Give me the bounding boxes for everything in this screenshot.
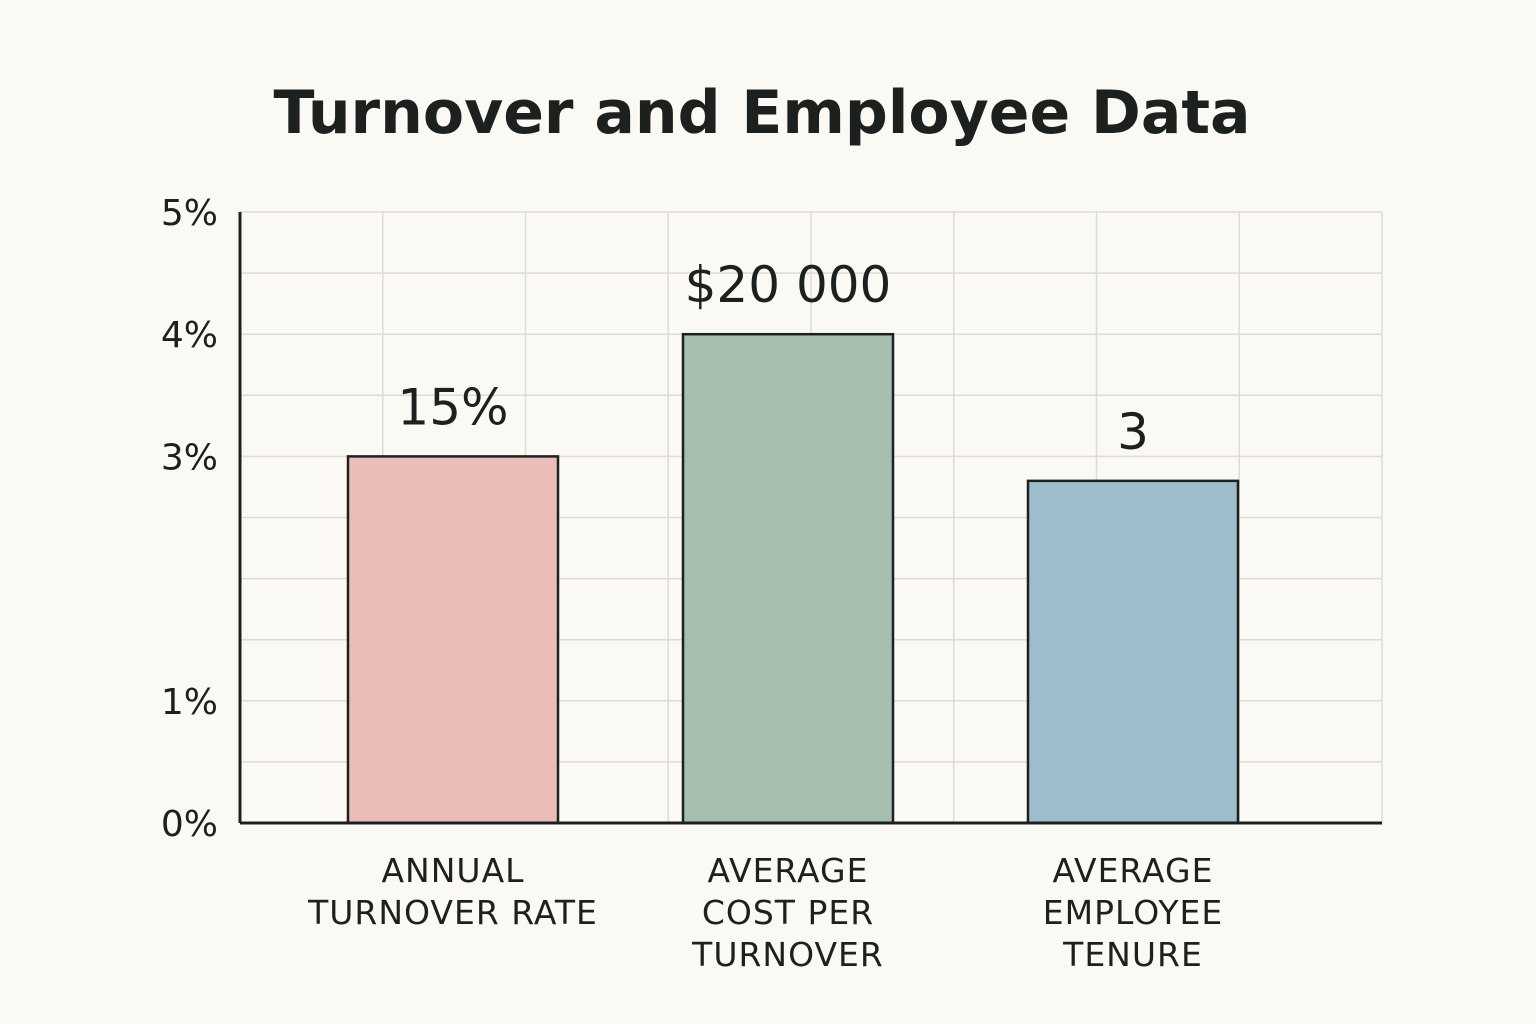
data-label-3: 3 xyxy=(1117,403,1149,461)
y-tick-label: 1% xyxy=(161,682,218,723)
category-label-1: ANNUAL TURNOVER RATE xyxy=(307,851,598,932)
category-label-line: ANNUAL xyxy=(381,851,524,890)
category-label-2: AVERAGE COST PER TURNOVER xyxy=(691,851,884,974)
category-label-line: AVERAGE xyxy=(1053,851,1214,890)
category-label-line: COST PER xyxy=(702,893,874,932)
category-label-line: AVERAGE xyxy=(708,851,869,890)
y-tick-labels: 0% 1% 3% 4% 5% xyxy=(161,193,218,845)
y-tick-label: 3% xyxy=(161,437,218,478)
data-label-1: 15% xyxy=(397,378,508,436)
y-tick-label: 0% xyxy=(161,804,218,845)
bar-3 xyxy=(1026,479,1240,825)
bar-2 xyxy=(681,332,895,825)
bars xyxy=(346,332,1240,825)
bar-1 xyxy=(346,455,560,825)
axes xyxy=(238,212,1382,825)
y-tick-label: 4% xyxy=(161,315,218,356)
category-label-3: AVERAGE EMPLOYEE TENURE xyxy=(1043,851,1223,974)
y-tick-label: 5% xyxy=(161,193,218,234)
category-label-line: TENURE xyxy=(1062,935,1203,974)
category-label-line: TURNOVER RATE xyxy=(307,893,598,932)
category-label-line: EMPLOYEE xyxy=(1043,893,1223,932)
chart-title: Turnover and Employee Data xyxy=(274,78,1251,148)
category-label-line: TURNOVER xyxy=(691,935,884,974)
data-labels: 15% $20 000 3 xyxy=(397,256,1148,461)
data-label-2: $20 000 xyxy=(685,256,892,314)
